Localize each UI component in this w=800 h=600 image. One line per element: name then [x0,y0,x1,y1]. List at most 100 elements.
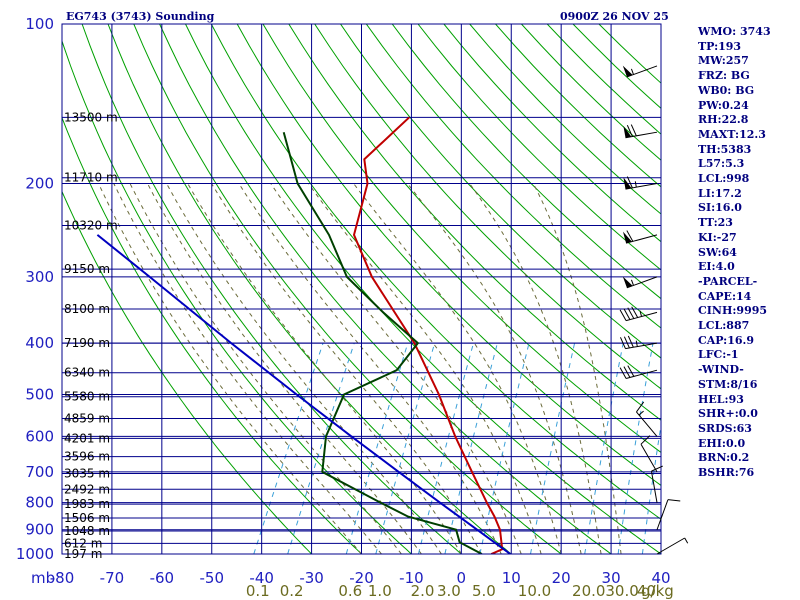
height-label: 3035 m [64,467,110,481]
height-label: 13500 m [64,110,118,124]
stability-index: CAP:16.9 [698,333,755,347]
stability-index: KI:-27 [698,230,737,244]
dry-adiabat [417,24,661,271]
wind-barb-staff [625,342,658,350]
wind-barb [656,499,681,530]
wind-barb-flag [623,308,631,320]
height-label: 10320 m [64,219,118,233]
moist-adiabat [166,183,442,554]
wind-barb-half-flag [634,181,637,188]
temperature-tick-label: -20 [349,569,374,587]
mixing-ratio-tick-label: 0.1 [246,582,270,600]
pressure-unit-label: mb [31,569,55,587]
wind-barb-flag [623,366,631,378]
wind-barb-flag [626,230,634,242]
moist-adiabat [187,183,462,554]
stability-index: LFC:-1 [698,348,739,362]
wind-barb-pennant [622,65,633,77]
wind-barb [622,230,658,244]
stability-index: -PARCEL- [698,274,758,288]
temperature-tick-label: -60 [150,569,175,587]
stability-index: EI:4.0 [698,260,735,274]
stability-index: WMO: 3743 [698,25,771,38]
pressure-tick-label: 800 [25,494,54,512]
stability-index: WB0: BG [698,83,755,97]
wind-barb [623,124,658,139]
stability-index: SI:16.0 [698,201,742,215]
dry-adiabat [81,24,462,554]
moist-adiabat [532,183,622,554]
temperature-profile [352,116,504,554]
wind-barb-pennant [623,177,632,190]
stability-index: HEL:93 [698,392,744,406]
stability-index: TP:193 [698,39,742,53]
moist-adiabat [129,183,402,554]
mixing-ratio-unit-label: g/kg [641,582,674,600]
height-label: 3596 m [64,450,110,464]
dry-adiabat [62,116,362,554]
dry-adiabat [159,24,612,554]
stability-index: BSHR:76 [698,466,755,480]
stability-index: SHR+:0.0 [698,407,758,421]
wind-barb [656,537,689,555]
valid-time: 0900Z 26 NOV 25 [560,10,669,23]
temperature-tick-label: -40 [249,569,274,587]
wind-barb-flag [619,367,627,379]
wind-barb-flag [636,401,645,413]
stability-index: L57:5.3 [698,157,745,171]
wind-barb-flag [667,499,681,502]
stability-index: CINH:9995 [698,304,768,318]
mixing-ratio-tick-label: 10.0 [518,582,551,600]
dry-adiabat [185,24,661,554]
height-label: 1506 m [64,511,110,525]
wind-barb [619,335,658,350]
dry-adiabat [133,24,562,554]
temperature-tick-label: 30 [602,569,621,587]
mixing-ratio-tick-label: 0.2 [280,582,304,600]
dry-adiabat [365,24,661,329]
height-label: 11710 m [64,171,118,185]
parcel-profile [96,234,511,554]
dry-adiabat [391,24,661,300]
moist-adiabat [353,183,562,554]
height-label: 1048 m [64,524,110,538]
temperature-tick-label: -10 [399,569,424,587]
stability-index: CAPE:14 [698,289,752,303]
moist-adiabat [308,183,542,554]
mixing-ratio-tick-label: 20.0 [572,582,605,600]
pressure-tick-label: 1000 [16,545,54,563]
wind-barb [640,435,658,473]
height-label: 7190 m [64,336,110,350]
stability-index: SRDS:63 [698,421,752,435]
dry-adiabat [314,24,661,390]
wind-barb-staff [625,369,658,379]
wind-barb-half-flag [684,537,689,544]
wind-barb-flag [619,309,627,321]
wind-barb-pennant [623,125,632,138]
wind-barb-flag [630,124,637,137]
stability-index: LI:17.2 [698,186,742,200]
temperature-tick-label: -30 [299,569,324,587]
wind-barb-staff [656,537,685,555]
wind-barb [650,465,663,503]
height-label: 1983 m [64,497,110,511]
dewpoint-profile [282,131,483,554]
wind-barb-flag [631,306,639,318]
height-label: 612 m [64,536,102,550]
height-label: 8100 m [64,302,110,316]
moist-adiabat [469,183,602,554]
dry-adiabat [62,190,312,554]
wind-barb [622,276,658,289]
wind-barb-staff [626,276,658,289]
plot-frame [61,23,662,555]
wind-barb-staff [650,471,658,503]
pressure-tick-label: 600 [25,427,54,445]
stability-index: STM:8/16 [698,377,758,391]
dry-adiabat [288,24,661,421]
wind-barb-half-flag [630,68,634,75]
height-label: 2492 m [64,482,110,496]
moist-adiabat [147,183,422,554]
mixing-ratio-tick-label: 5.0 [472,582,496,600]
moist-adiabat [98,183,362,554]
